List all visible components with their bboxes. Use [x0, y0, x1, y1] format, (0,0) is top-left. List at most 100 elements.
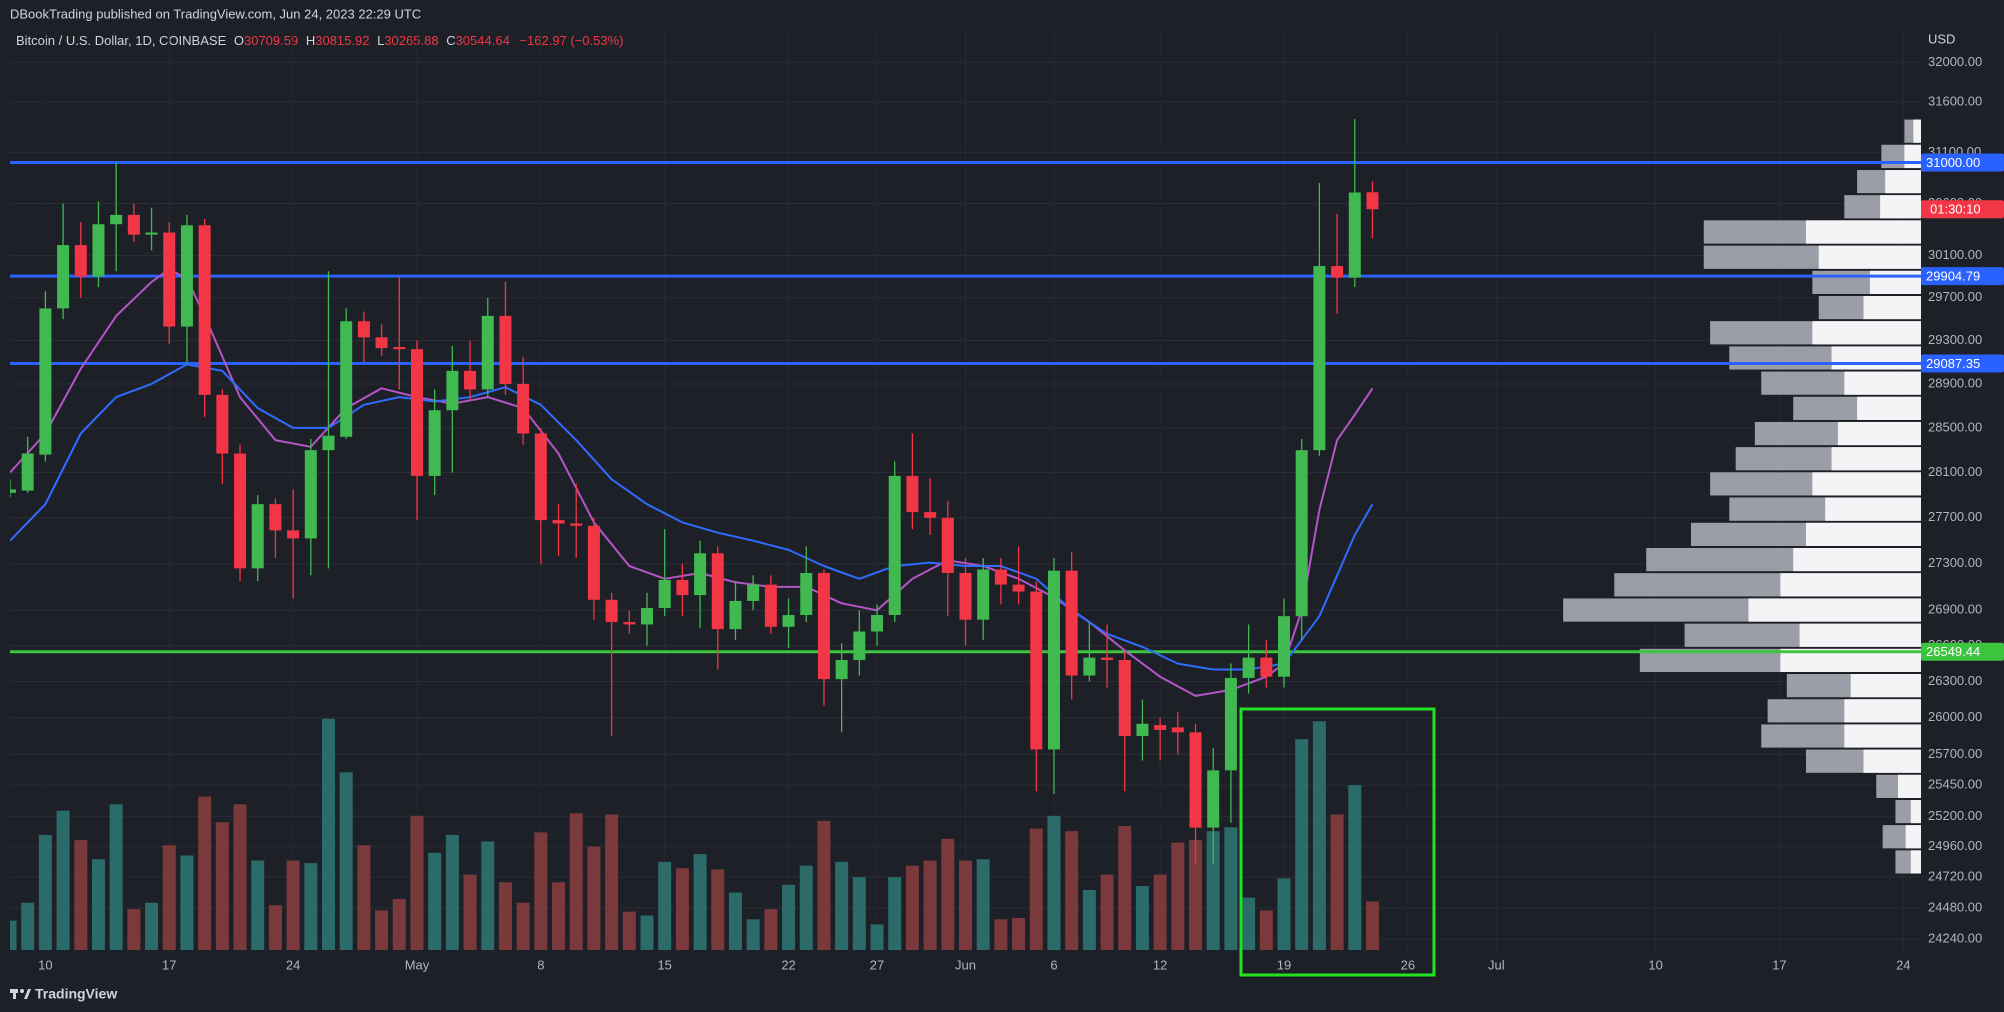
- candle-body: [393, 347, 406, 350]
- candle-body: [994, 569, 1007, 585]
- x-tick-label: 6: [1050, 957, 1057, 972]
- x-tick-label: 15: [657, 957, 671, 972]
- candle-body: [800, 572, 813, 616]
- profile-up-bar: [1825, 497, 1921, 521]
- volume-bar: [392, 898, 406, 950]
- candle-body: [1189, 732, 1202, 828]
- x-tick-label: 27: [870, 957, 884, 972]
- candle-body: [110, 214, 123, 225]
- volume-bar: [1082, 889, 1096, 950]
- y-tick-label: 26900.00: [1928, 602, 1982, 617]
- profile-up-bar: [1910, 850, 1921, 874]
- volume-bar: [870, 924, 884, 950]
- volume-bar: [976, 859, 990, 950]
- candle-body: [127, 214, 140, 235]
- candle-body: [410, 349, 423, 476]
- level-label: 29904.79: [1926, 269, 1980, 284]
- profile-up-bar: [1880, 195, 1921, 219]
- candle-body: [552, 520, 565, 524]
- volume-bar: [994, 919, 1008, 950]
- candle-body: [340, 321, 353, 437]
- logo-shape: [13, 989, 16, 999]
- moving-average: [10, 363, 1374, 671]
- volume-bar: [941, 838, 955, 950]
- y-tick-label: 27300.00: [1928, 555, 1982, 570]
- profile-up-bar: [1837, 421, 1921, 446]
- volume-bar: [1295, 739, 1309, 950]
- y-tick-label: 29700.00: [1928, 289, 1982, 304]
- logo-shape: [24, 989, 31, 999]
- volume-bar: [304, 863, 318, 950]
- ohlc-value: 30544.64: [456, 33, 510, 48]
- profile-up-bar: [1910, 799, 1921, 824]
- candle-body: [1278, 616, 1290, 677]
- profile-up-bar: [1850, 673, 1921, 698]
- candle-body: [304, 450, 317, 539]
- profile-up-bar: [1780, 573, 1921, 597]
- y-tick-label: 25700.00: [1928, 746, 1982, 761]
- profile-up-bar: [1805, 220, 1921, 244]
- y-tick-label: 28900.00: [1928, 375, 1982, 390]
- volume-bar: [835, 861, 849, 950]
- volume-bar: [1153, 874, 1167, 950]
- y-tick-label: 26300.00: [1928, 673, 1982, 688]
- candle-body: [924, 512, 937, 518]
- volume-bar: [516, 902, 530, 950]
- x-tick-label: 17: [162, 957, 176, 972]
- volume-bar: [74, 840, 88, 950]
- volume-bar: [286, 860, 300, 950]
- candle-body: [234, 453, 247, 569]
- x-tick-label: 22: [781, 957, 795, 972]
- volume-bar: [268, 905, 282, 950]
- candle-body: [1348, 192, 1361, 278]
- volume-bar: [728, 892, 742, 950]
- volume-bar: [746, 919, 760, 950]
- candle-body: [871, 615, 884, 632]
- profile-up-bar: [1844, 724, 1921, 748]
- candle-body: [906, 475, 919, 513]
- candle-body: [959, 572, 972, 620]
- profile-up-bar: [1812, 472, 1921, 496]
- candle-body: [163, 232, 176, 327]
- volume-bar: [711, 869, 725, 950]
- candle-body: [464, 370, 477, 390]
- candle-body: [658, 579, 671, 608]
- profile-up-bar: [1913, 119, 1921, 143]
- volume-bar: [622, 911, 636, 950]
- ohlc-letter: C: [446, 33, 455, 48]
- volume-bar: [410, 815, 424, 950]
- x-tick-label: 26: [1401, 957, 1415, 972]
- volume-bar: [1277, 878, 1291, 950]
- ohlc-value: 30265.88: [384, 33, 438, 48]
- volume-bar: [233, 804, 247, 950]
- candle-body: [676, 579, 689, 596]
- candle-body: [1260, 657, 1273, 677]
- candle-body: [1331, 266, 1344, 278]
- x-tick-label: May: [405, 957, 430, 972]
- y-tick-label: 25450.00: [1928, 777, 1982, 792]
- volume-bar: [605, 814, 619, 950]
- level-label-box: [1921, 642, 2004, 661]
- countdown-label: 01:30:10: [1930, 202, 1981, 217]
- candle-body: [711, 553, 724, 630]
- profile-up-bar: [1897, 774, 1921, 798]
- volume-bar: [1189, 840, 1203, 950]
- y-tick-label: 29300.00: [1928, 332, 1982, 347]
- x-tick-label: 17: [1772, 957, 1786, 972]
- candle-body: [39, 308, 52, 455]
- candle-body: [1118, 659, 1131, 736]
- candle-body: [623, 622, 636, 625]
- currency-label: USD: [1928, 31, 1955, 46]
- candle-body: [287, 530, 300, 539]
- level-label-box: [1921, 354, 2004, 373]
- candle-body: [1154, 725, 1167, 730]
- candle-body: [1083, 657, 1096, 676]
- candle-body: [1101, 657, 1114, 660]
- candle-body: [1065, 570, 1078, 676]
- profile-up-bar: [1904, 144, 1921, 169]
- level-label-box: [1921, 153, 2004, 172]
- ohlc-letter: H: [306, 33, 315, 48]
- candle-body: [428, 410, 441, 476]
